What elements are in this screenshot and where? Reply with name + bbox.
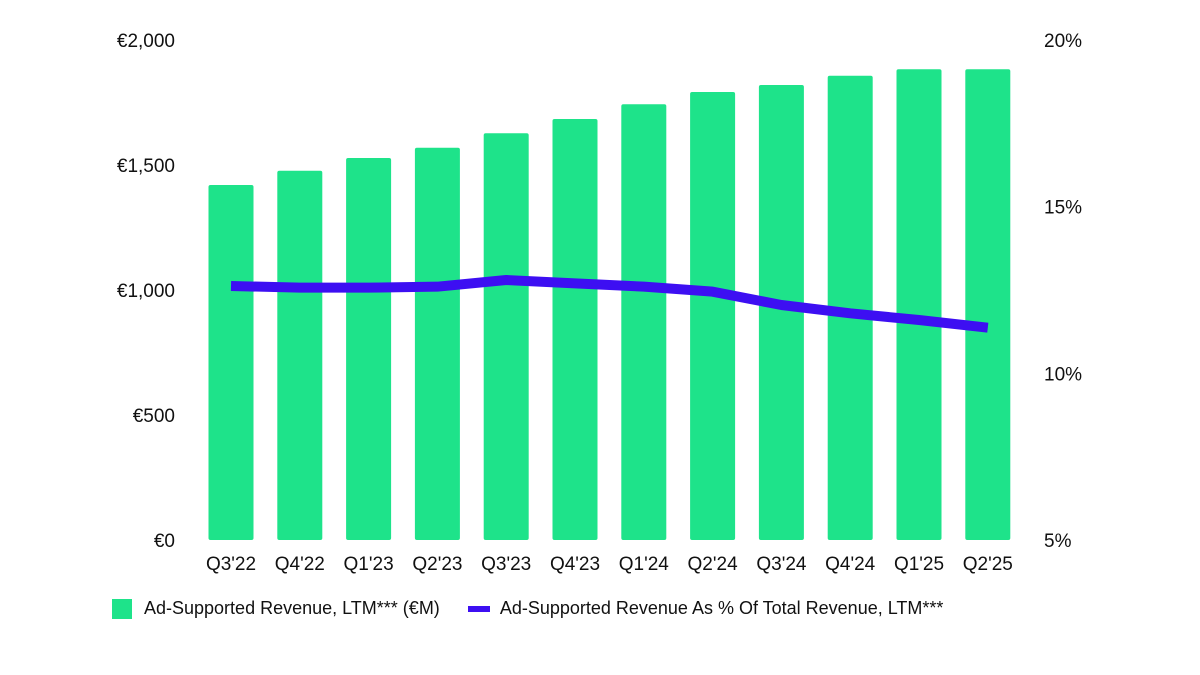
x-tick-label: Q2'25 <box>963 554 1013 575</box>
bar <box>758 85 804 540</box>
x-tick-label: Q1'24 <box>619 554 670 575</box>
bar <box>896 69 942 540</box>
left-tick-label: €500 <box>133 406 175 427</box>
right-tick-label: 10% <box>1044 364 1082 385</box>
bar <box>965 69 1011 540</box>
right-tick-label: 20% <box>1044 31 1082 52</box>
x-tick-label: Q3'23 <box>481 554 531 575</box>
left-tick-label: €2,000 <box>117 31 175 52</box>
bar <box>621 104 667 540</box>
x-tick-label: Q1'23 <box>344 554 394 575</box>
legend-line-label: Ad-Supported Revenue As % Of Total Reven… <box>499 598 944 618</box>
bar <box>690 92 736 540</box>
x-tick-label: Q2'23 <box>412 554 462 575</box>
x-tick-label: Q2'24 <box>688 554 739 575</box>
x-tick-label: Q4'22 <box>275 554 325 575</box>
legend-line-swatch <box>467 605 490 612</box>
right-tick-label: 15% <box>1044 198 1082 219</box>
x-tick-label: Q3'22 <box>206 554 256 575</box>
x-tick-label: Q4'24 <box>825 554 876 575</box>
left-tick-label: €0 <box>154 531 175 552</box>
bar <box>414 147 460 540</box>
left-tick-label: €1,500 <box>117 156 175 177</box>
right-tick-label: 5% <box>1044 531 1072 552</box>
legend-bar-label: Ad-Supported Revenue, LTM*** (€M) <box>144 598 440 618</box>
bar <box>208 185 254 540</box>
bar <box>277 170 323 540</box>
legend-bar-swatch <box>112 598 132 619</box>
bar <box>827 75 873 540</box>
bar <box>346 158 392 540</box>
legend: Ad-Supported Revenue, LTM*** (€M) Ad-Sup… <box>112 598 943 619</box>
bar <box>483 133 529 540</box>
x-tick-label: Q3'24 <box>756 554 807 575</box>
x-tick-label: Q1'25 <box>894 554 944 575</box>
bar <box>552 119 598 540</box>
line-series <box>230 275 989 333</box>
left-tick-label: €1,000 <box>117 281 175 302</box>
x-tick-label: Q4'23 <box>550 554 600 575</box>
